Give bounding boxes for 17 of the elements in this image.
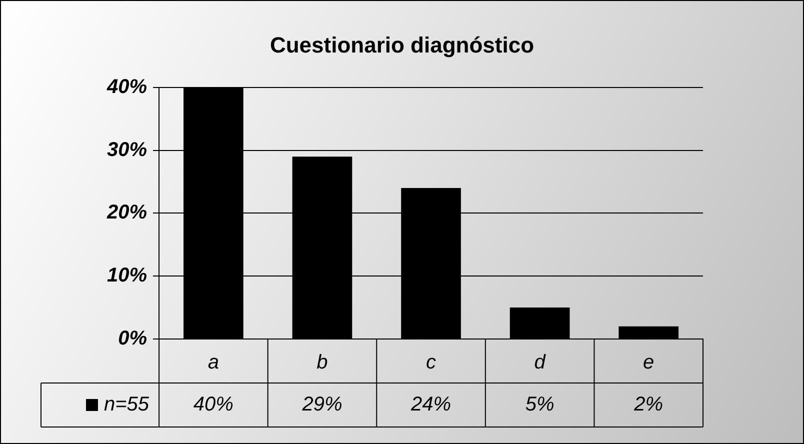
x-tick-label: d	[534, 352, 546, 374]
y-tick-label: 20%	[106, 202, 148, 224]
legend-label: n=55	[104, 394, 150, 416]
data-label: 5%	[525, 394, 554, 416]
data-label: 29%	[301, 394, 342, 416]
y-tick-label: 10%	[107, 264, 148, 287]
data-label: 24%	[410, 394, 452, 416]
data-label: 2%	[633, 394, 664, 416]
y-tick-label: 40%	[106, 76, 148, 98]
data-label: 40%	[193, 394, 234, 416]
x-tick-label: e	[643, 352, 654, 374]
y-tick-label: 0%	[118, 328, 148, 350]
x-tick-label: c	[426, 352, 436, 374]
x-tick-label: b	[316, 352, 328, 374]
y-tick-label: 30%	[107, 138, 148, 161]
chart-title: Cuestionario diagnóstico	[270, 32, 534, 58]
x-tick-label: a	[208, 352, 219, 374]
